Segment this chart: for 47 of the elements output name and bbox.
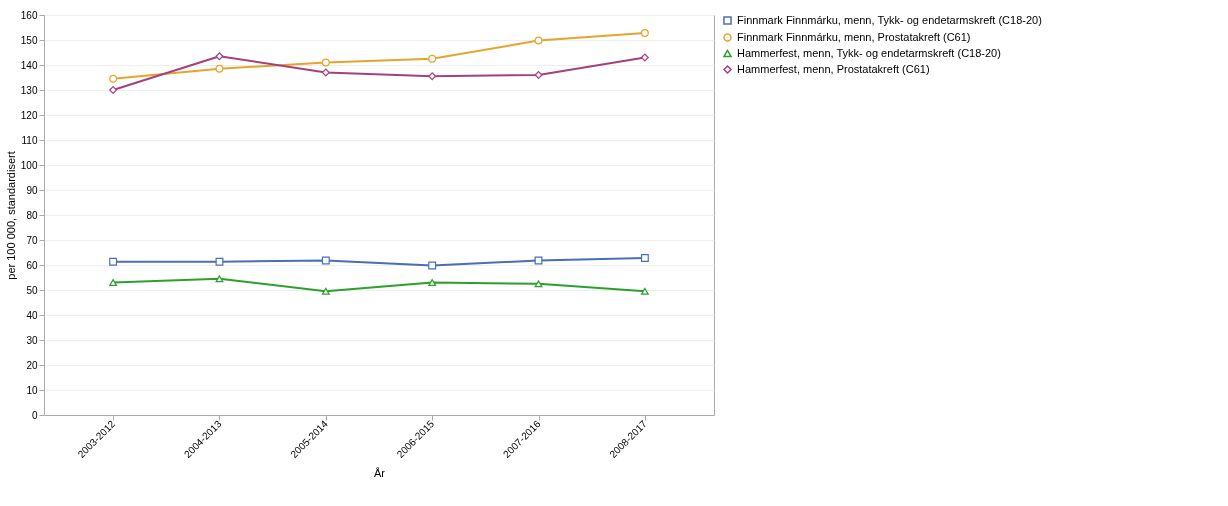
y-tick-label: 120 — [20, 109, 38, 121]
y-tick-label: 160 — [20, 9, 38, 21]
y-axis-title: per 100 000, standardisert — [4, 151, 17, 280]
point — [215, 275, 224, 283]
y-tick-label: 90 — [26, 184, 38, 196]
point — [534, 36, 543, 45]
y-tick-label: 0 — [31, 409, 38, 421]
point — [321, 68, 330, 77]
y-tick-label: 150 — [20, 34, 38, 46]
point — [321, 58, 330, 67]
point — [640, 287, 649, 295]
y-tick-label: 50 — [26, 284, 38, 296]
y-tick-label: 110 — [21, 134, 38, 146]
y-tick-label: 80 — [26, 209, 38, 221]
y-tick-label: 70 — [26, 234, 38, 246]
legend-label: Finnmark Finnmárku, menn, Prostatakreft (C61) — [737, 30, 971, 43]
point — [534, 256, 543, 265]
point — [428, 279, 437, 286]
y-tick-label: 30 — [26, 334, 38, 346]
y-tick-label: 10 — [26, 384, 38, 396]
legend-label: Hammerfest, menn, Prostatakreft (C61) — [737, 62, 930, 75]
point — [109, 74, 118, 83]
point — [534, 280, 543, 288]
legend-label: Finnmark Finnmárku, menn, Tykk- og endetarmskreft (C18-20) — [737, 13, 1042, 26]
y-tick-label: 100 — [20, 159, 38, 171]
y-tick-label: 40 — [26, 309, 38, 321]
point — [215, 257, 224, 266]
y-tick-label: 130 — [20, 84, 38, 96]
point — [109, 279, 118, 286]
point — [215, 64, 224, 73]
point — [640, 29, 649, 37]
point — [428, 54, 437, 63]
point — [321, 256, 330, 265]
point — [109, 86, 118, 94]
point — [428, 261, 437, 270]
point — [109, 257, 118, 266]
y-tick-label: 60 — [26, 259, 38, 271]
point — [534, 71, 543, 79]
x-axis-title: År — [374, 466, 386, 479]
legend-label: Hammerfest, menn, Tykk- og endetarmskreft (C18-20) — [737, 46, 1001, 59]
point — [428, 72, 437, 81]
y-tick-label: 140 — [20, 59, 38, 71]
point — [640, 53, 649, 62]
y-tick-label: 20 — [26, 359, 38, 371]
point — [640, 254, 649, 262]
point — [215, 52, 224, 61]
point — [321, 287, 330, 295]
